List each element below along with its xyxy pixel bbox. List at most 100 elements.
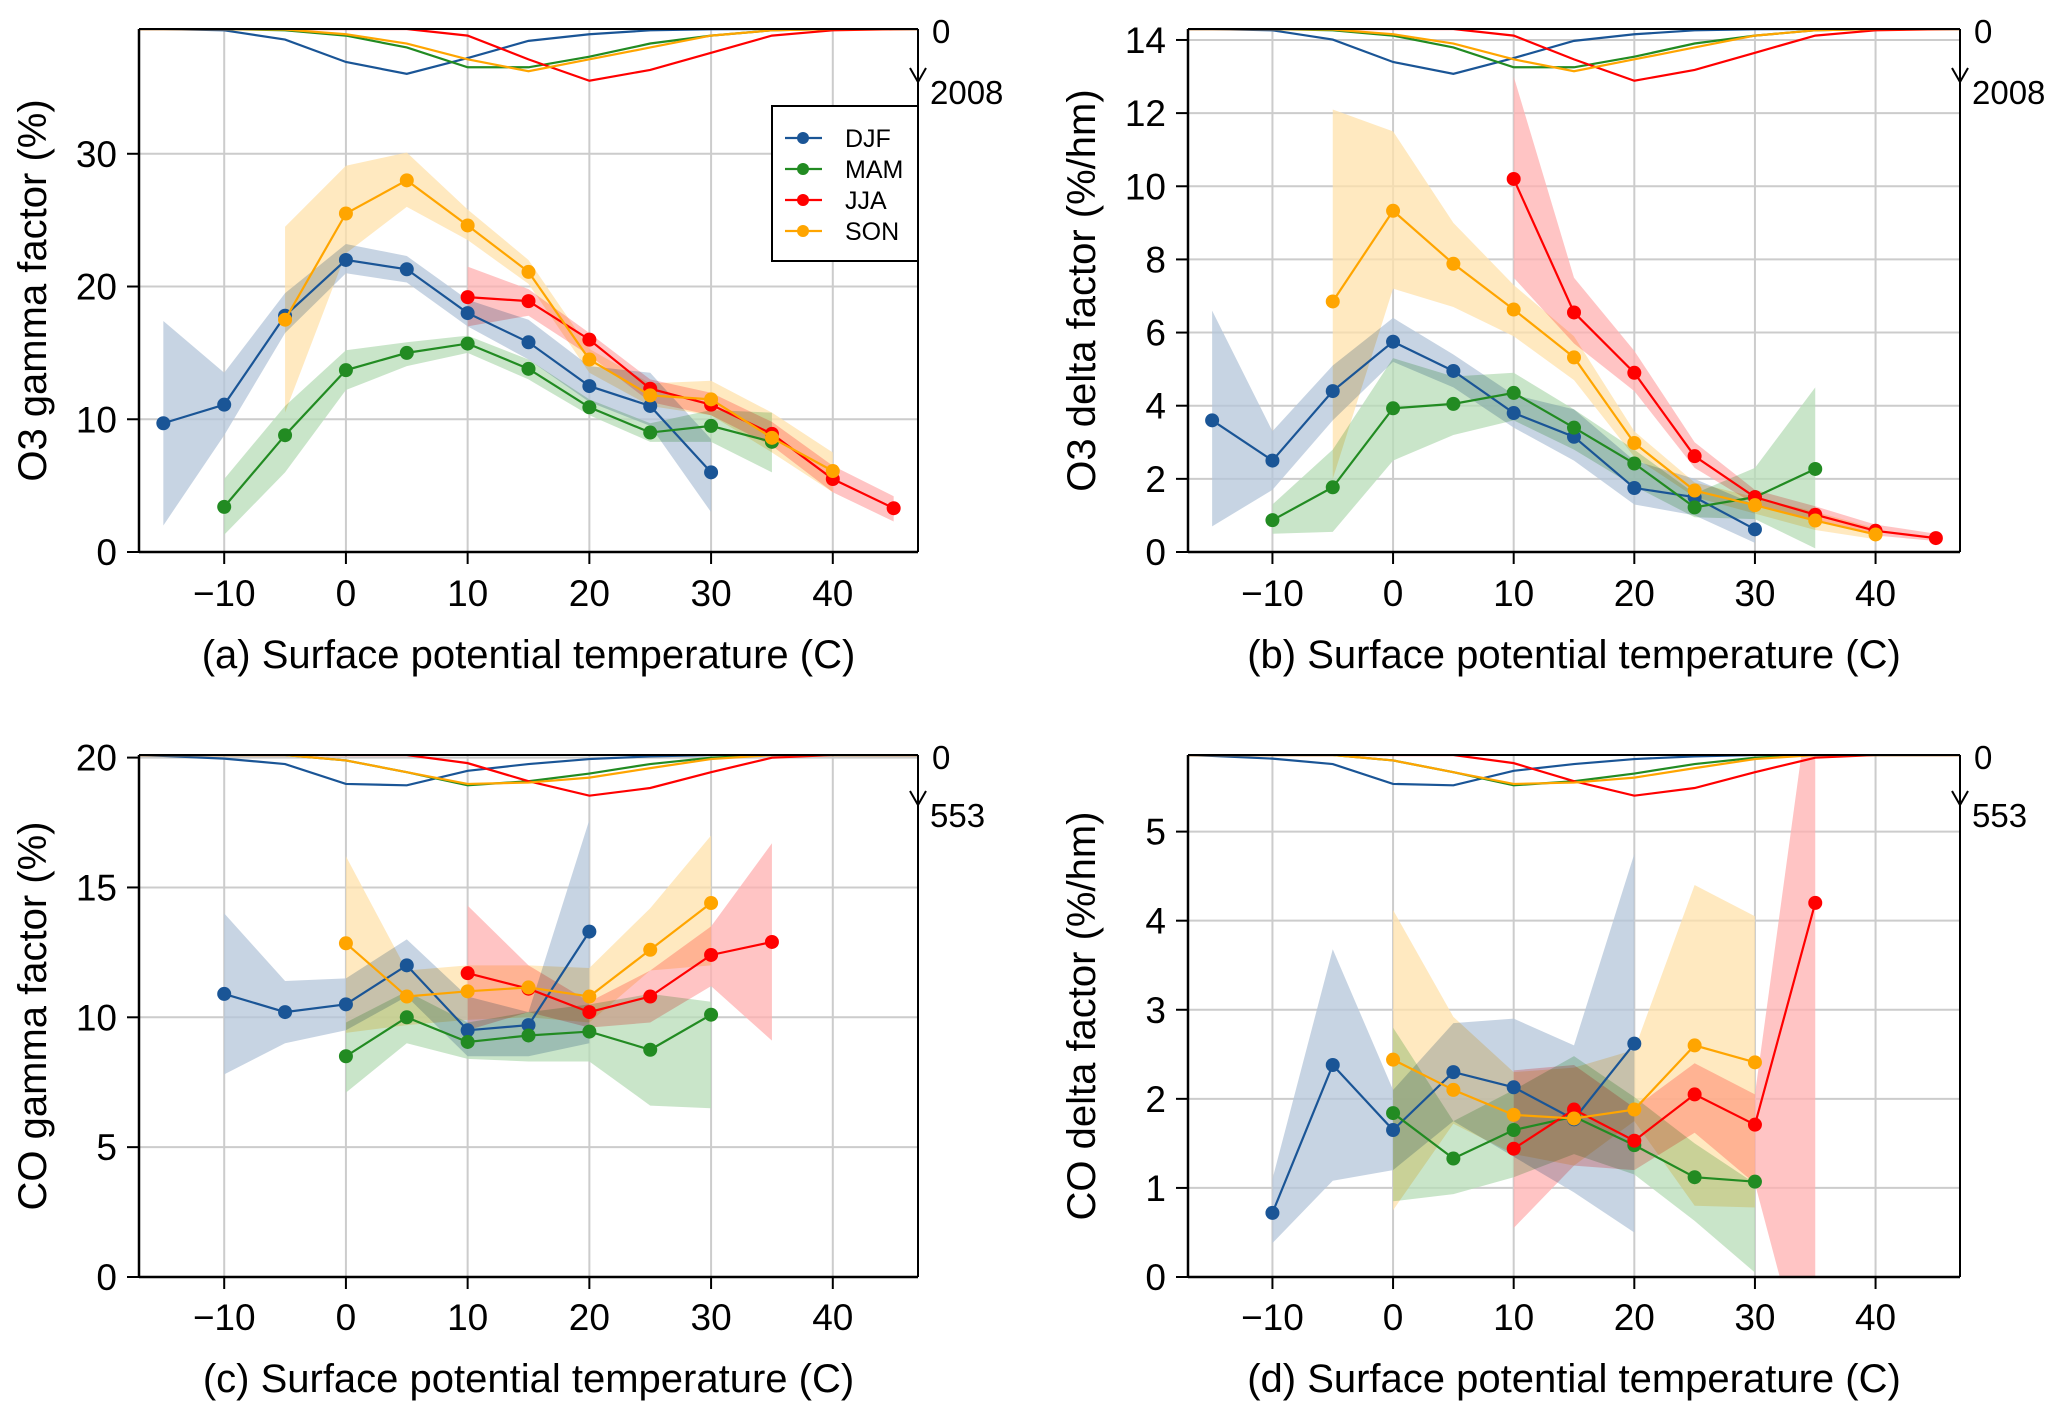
data-point-mam [338, 1049, 353, 1064]
arrow-down-icon [1951, 67, 1969, 85]
y-tick-label: 10 [76, 399, 117, 440]
data-point-jja [1928, 531, 1943, 546]
data-point-son [582, 352, 597, 367]
x-tick-label: 40 [1855, 573, 1896, 614]
data-point-son [1747, 1055, 1762, 1070]
x-tick-label: 20 [1614, 573, 1655, 614]
data-point-son [399, 173, 414, 188]
x-tick-label: 0 [1383, 573, 1404, 614]
y-axis-title: CO delta factor (%/hm) [1060, 811, 1104, 1220]
x-tick-label: 30 [1734, 1297, 1775, 1338]
series-line-djf [163, 258, 712, 474]
x-tick-label: 30 [1734, 573, 1775, 614]
data-point-djf [521, 335, 536, 350]
count-line-jja [139, 29, 918, 82]
arrow-down-icon [909, 67, 927, 85]
confidence-band-son [1393, 885, 1755, 1211]
data-point-mam [1687, 500, 1702, 515]
data-point-djf [156, 416, 171, 431]
count-line-djf [1188, 29, 1960, 75]
x-tick-label: −10 [1241, 1297, 1304, 1338]
x-tick-label: 10 [447, 573, 488, 614]
data-point-djf [1265, 1205, 1280, 1220]
data-point-son [1567, 350, 1581, 365]
series-line-son [1331, 209, 1876, 536]
data-point-mam [704, 1007, 719, 1022]
data-point-djf [217, 397, 232, 412]
data-point-son [460, 218, 475, 233]
confidence-band-mam [1272, 358, 1816, 549]
data-point-son [1446, 256, 1461, 271]
legend-label: MAM [845, 156, 903, 184]
data-point-djf [338, 252, 353, 267]
data-point-mam [643, 425, 658, 440]
x-tick-label: 40 [812, 573, 853, 614]
data-point-djf [460, 306, 475, 321]
legend-label: SON [845, 218, 899, 246]
chart-panel-a: 0 2008 −10 0 10 20 30 40 0 10 20 30 (a) Surface pote… [11, 13, 1003, 677]
y-tick-label: 2 [1145, 1079, 1166, 1120]
data-point-mam [1506, 385, 1521, 400]
data-point-mam [643, 1042, 658, 1057]
y-axis-title: O3 delta factor (%/hm) [1060, 89, 1104, 491]
data-point-son [643, 388, 658, 403]
data-point-jja [704, 947, 719, 962]
series-line-son [284, 179, 834, 472]
plot-area [139, 29, 918, 535]
data-point-mam [278, 428, 293, 443]
data-point-djf [1627, 1036, 1642, 1051]
y-tick-label: 5 [1145, 812, 1166, 853]
legend: DJF MAM JJA SON [771, 105, 919, 262]
data-point-son [1687, 483, 1702, 498]
y-axis-title: O3 gamma factor (%) [11, 99, 55, 481]
legend-item-djf: DJF [785, 125, 891, 153]
series-line-jja [1513, 902, 1817, 1150]
series-line-mam [1271, 391, 1816, 522]
count-zero-label: 0 [1974, 739, 1992, 776]
data-point-djf [338, 997, 353, 1012]
data-point-son [1386, 203, 1401, 218]
confidence-band-son [345, 835, 712, 1033]
data-point-mam [460, 1034, 475, 1049]
y-tick-label: 8 [1145, 239, 1166, 280]
y-tick-label: 6 [1145, 313, 1166, 354]
data-point-mam [1446, 1151, 1461, 1166]
data-point-mam [1747, 1174, 1762, 1189]
data-point-mam [1446, 396, 1461, 411]
data-point-son [338, 206, 353, 221]
data-point-mam [1265, 513, 1280, 528]
data-point-djf [278, 1005, 293, 1020]
data-point-jja [886, 501, 901, 516]
data-point-mam [338, 363, 353, 378]
data-point-mam [217, 499, 232, 514]
legend-label: DJF [845, 125, 891, 153]
y-tick-label: 12 [1125, 93, 1166, 134]
x-tick-label: 20 [1614, 1297, 1655, 1338]
x-tick-label: 0 [1383, 1297, 1404, 1338]
data-point-djf [1325, 384, 1340, 399]
legend-marker [797, 163, 809, 175]
series-line-mam [223, 342, 773, 508]
data-point-djf [643, 398, 658, 413]
legend-marker [797, 132, 809, 144]
data-point-son [521, 264, 536, 279]
y-tick-label: 10 [1125, 166, 1166, 207]
x-axis-title: (d) Surface potential temperature (C) [1247, 1357, 1901, 1401]
arrow-down-icon [909, 790, 927, 808]
data-point-jja [1506, 1141, 1521, 1156]
data-point-son [338, 936, 353, 951]
data-point-son [1506, 1107, 1521, 1122]
x-tick-label: 10 [447, 1297, 488, 1338]
count-line-djf [139, 755, 918, 787]
y-tick-label: 5 [96, 1127, 117, 1168]
data-point-jja [460, 966, 475, 981]
data-point-djf [521, 1018, 536, 1033]
data-point-son [643, 942, 658, 957]
data-point-djf [1386, 334, 1401, 349]
data-point-mam [1386, 1106, 1401, 1121]
legend-item-jja: JJA [785, 187, 887, 215]
data-point-mam [521, 361, 536, 376]
data-point-djf [582, 924, 597, 939]
y-tick-label: 4 [1145, 386, 1166, 427]
